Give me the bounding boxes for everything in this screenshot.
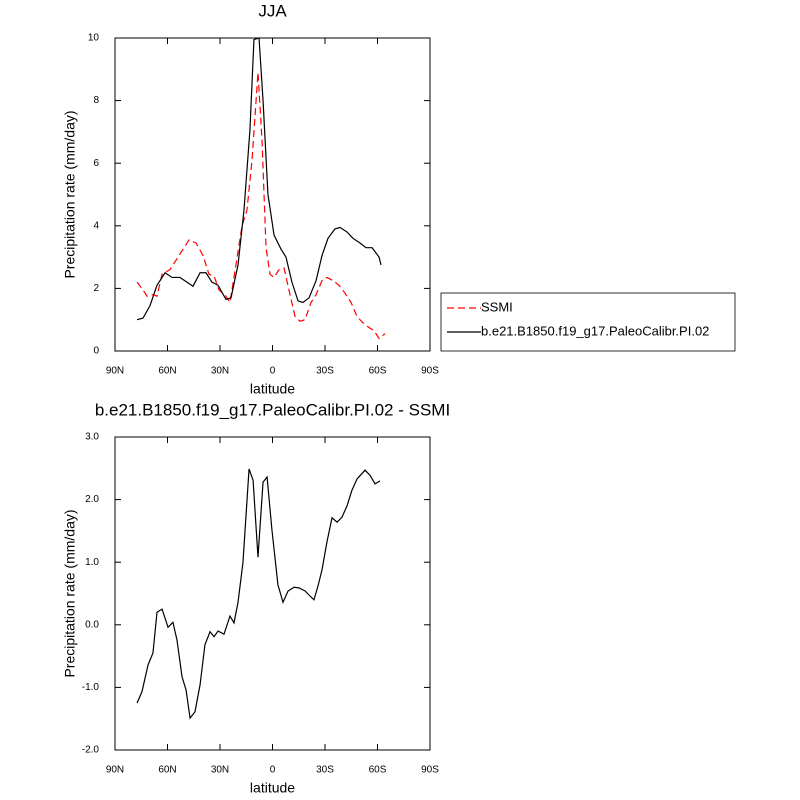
y-tick-label: 2 xyxy=(93,283,99,294)
y-tick-label: 3.0 xyxy=(85,432,99,443)
plot-frame xyxy=(114,436,431,751)
x-tick-label: 90N xyxy=(106,366,124,377)
chart-title: JJA xyxy=(258,1,287,20)
x-tick-label: 30S xyxy=(316,366,334,377)
y-tick-label: 0.0 xyxy=(85,619,99,630)
x-tick-label: 60S xyxy=(369,366,387,377)
legend-box xyxy=(440,292,736,352)
x-tick-label: 30S xyxy=(316,765,334,776)
x-tick-label: 30N xyxy=(211,765,229,776)
y-tick-label: 0 xyxy=(93,346,99,357)
x-tick-label: 90N xyxy=(106,765,124,776)
x-tick-label: 0 xyxy=(270,366,276,377)
legend-label: SSMI xyxy=(481,299,513,314)
data-line xyxy=(136,37,382,321)
x-tick-label: 90S xyxy=(421,765,439,776)
x-tick-label: 60N xyxy=(158,765,176,776)
y-tick-label: 4 xyxy=(93,220,99,231)
legend-label: b.e21.B1850.f19_g17.PaleoCalibr.PI.02 xyxy=(481,323,709,338)
y-tick-label: -2.0 xyxy=(82,745,100,756)
y-tick-label: 2.0 xyxy=(85,494,99,505)
y-axis-label: Precipitation rate (mm/day) xyxy=(62,110,78,278)
x-tick-label: 90S xyxy=(421,366,439,377)
chart-title: b.e21.B1850.f19_g17.PaleoCalibr.PI.02 - … xyxy=(95,400,450,419)
y-tick-label: 10 xyxy=(88,33,100,44)
x-tick-label: 60N xyxy=(158,366,176,377)
x-tick-label: 30N xyxy=(211,366,229,377)
y-tick-label: 8 xyxy=(93,95,99,106)
y-axis-label: Precipitation rate (mm/day) xyxy=(62,509,78,677)
x-axis-label: latitude xyxy=(250,381,295,397)
y-tick-label: 6 xyxy=(93,158,99,169)
data-line xyxy=(136,468,381,720)
plot-frame xyxy=(114,37,431,352)
x-tick-label: 60S xyxy=(369,765,387,776)
y-tick-label: 1.0 xyxy=(85,557,99,568)
y-tick-label: -1.0 xyxy=(82,682,100,693)
x-tick-label: 0 xyxy=(270,765,276,776)
data-line xyxy=(136,72,386,340)
x-axis-label: latitude xyxy=(250,780,295,796)
